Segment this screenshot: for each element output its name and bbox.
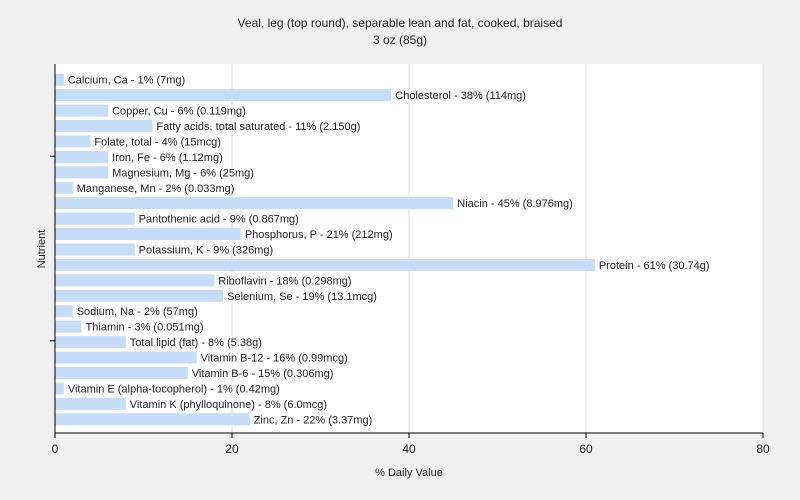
bar-label: Iron, Fe - 6% (1.12mg): [112, 152, 223, 164]
bar-label: Vitamin E (alpha-tocopherol) - 1% (0.42m…: [68, 383, 280, 395]
bar: [55, 397, 126, 410]
bar: [55, 382, 64, 395]
bar: [55, 166, 109, 179]
bar-label: Vitamin B-6 - 15% (0.306mg): [192, 368, 334, 380]
bar: [55, 73, 64, 86]
bar: [55, 351, 197, 364]
x-axis-title: % Daily Value: [375, 467, 443, 479]
bar: [55, 305, 73, 318]
bar-label: Total lipid (fat) - 8% (5.38g): [130, 337, 262, 349]
grid-lines: [231, 64, 764, 433]
bar-label: Copper, Cu - 6% (0.119mg): [112, 106, 246, 118]
bar-label: Selenium, Se - 19% (13.1mcg): [227, 291, 377, 303]
bar: [55, 212, 135, 225]
bar-label: Riboflavin - 18% (0.298mg): [218, 275, 351, 287]
bar-labels-group: Calcium, Ca - 1% (7mg) Cholesterol - 38% …: [68, 75, 710, 427]
x-tick-label-4: 80: [756, 442, 770, 456]
bar: [55, 120, 153, 133]
bar: [55, 243, 135, 256]
bar-label: Manganese, Mn - 2% (0.033mg): [77, 183, 235, 195]
bar: [55, 274, 215, 287]
y-ticks-group: [50, 155, 55, 342]
bar-label: Phosphorus, P - 21% (212mg): [245, 229, 393, 241]
bar-label: Protein - 61% (30.74g): [599, 260, 710, 272]
bar: [55, 197, 454, 210]
bar: [55, 366, 188, 379]
bar: [55, 413, 250, 426]
bar-label: Folate, total - 4% (15mcg): [94, 136, 221, 148]
bar-label: Vitamin B-12 - 16% (0.99mcg): [201, 353, 348, 365]
bar: [55, 150, 109, 163]
bar-label: Zinc, Zn - 22% (3.37mg): [254, 414, 373, 426]
bar-label: Pantothenic acid - 9% (0.867mg): [139, 214, 299, 226]
x-tick-label-3: 60: [579, 442, 593, 456]
bar: [55, 181, 73, 194]
x-tick-label-1: 20: [225, 442, 239, 456]
bar: [55, 104, 109, 117]
bar: [55, 89, 392, 102]
x-ticks-group: 0 20 40 60 80: [52, 433, 770, 456]
bar: [55, 228, 241, 241]
bar: [55, 258, 595, 271]
bar-label: Calcium, Ca - 1% (7mg): [68, 75, 185, 87]
bar-label: Magnesium, Mg - 6% (25mg): [112, 167, 254, 179]
bar-label: Thiamin - 3% (0.051mg): [86, 322, 204, 334]
bar: [55, 336, 126, 349]
chart-title: Veal, leg (top round), separable lean an…: [238, 16, 563, 30]
y-axis-title: Nutrient: [36, 230, 48, 269]
bar: [55, 320, 82, 333]
bar-label: Sodium, Na - 2% (57mg): [77, 306, 198, 318]
bar-label: Potassium, K - 9% (326mg): [139, 245, 274, 257]
x-tick-label-2: 40: [402, 442, 416, 456]
bar-label: Cholesterol - 38% (114mg): [395, 90, 526, 102]
bars-group: [55, 73, 595, 426]
bar-label: Niacin - 45% (8.976mg): [457, 198, 573, 210]
x-tick-label-0: 0: [52, 442, 59, 456]
bar-label: Fatty acids, total saturated - 11% (2.15…: [156, 121, 360, 133]
bar: [55, 135, 91, 148]
bar: [55, 289, 224, 302]
bar-label: Vitamin K (phylloquinone) - 8% (6.0mcg): [130, 399, 327, 411]
chart-subtitle: 3 oz (85g): [373, 33, 427, 47]
